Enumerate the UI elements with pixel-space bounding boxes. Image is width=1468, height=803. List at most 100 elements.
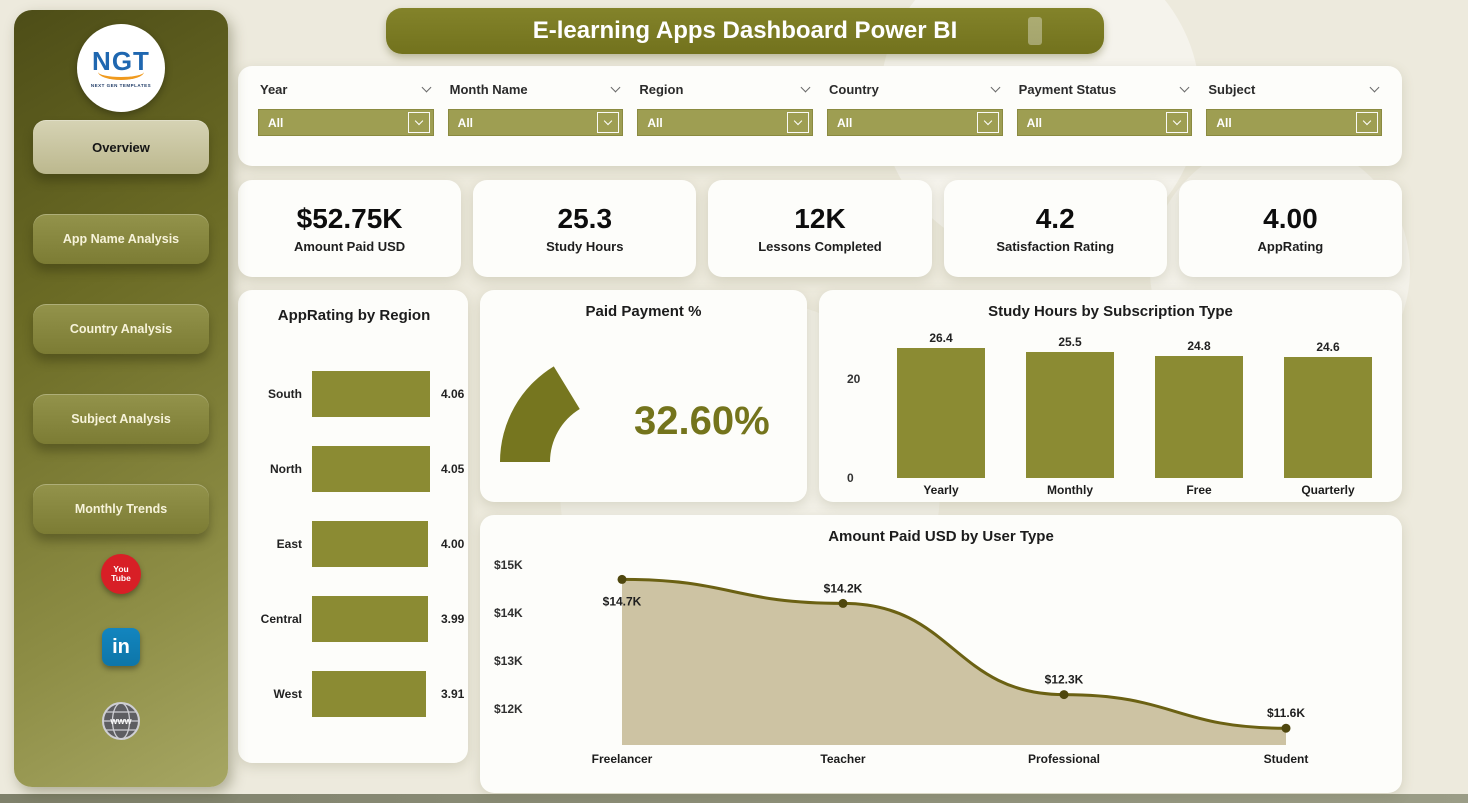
value-label: 3.91 [441, 686, 465, 701]
bar[interactable] [1284, 356, 1372, 478]
logo-subtext: NEXT GEN TEMPLATES [90, 83, 152, 88]
bar[interactable] [312, 370, 430, 417]
category-label: Monthly [1047, 483, 1093, 497]
filter-value: All [837, 115, 853, 130]
y-axis-tick: $14K [494, 606, 523, 620]
filter-label: Country [829, 82, 879, 97]
data-point[interactable] [1281, 723, 1291, 733]
bar-column: 26.4 [897, 331, 985, 478]
chevron-down-icon[interactable] [1179, 82, 1190, 93]
y-axis-tick: 20 [847, 372, 861, 387]
point-label: $14.2K [824, 581, 863, 595]
data-point[interactable] [838, 598, 848, 608]
banner-accent [1028, 17, 1042, 45]
gauge-arc[interactable] [500, 366, 580, 462]
filter-dropdown-payment-status[interactable]: All [1016, 109, 1193, 136]
youtube-text: Tube [111, 573, 131, 583]
filter-month-name: Month Name All [447, 82, 624, 152]
chevron-down-icon[interactable] [990, 82, 1001, 93]
kpi-study-hours: 25.3 Study Hours [473, 180, 697, 277]
filter-label: Year [260, 82, 288, 97]
bar-track [312, 370, 430, 417]
chart-study-hours-by-subscription: Study Hours by Subscription Type 26.4 25.… [819, 290, 1402, 502]
page-title: E-learning Apps Dashboard Power BI [532, 17, 958, 44]
kpi-app-rating: 4.00 AppRating [1178, 180, 1402, 277]
filter-payment-status: Payment Status All [1016, 82, 1193, 152]
value-label: 24.6 [1316, 339, 1340, 354]
bar[interactable] [312, 520, 429, 567]
y-axis-tick: 0 [847, 471, 854, 485]
youtube-text: You [113, 563, 129, 574]
filter-dropdown-month-name[interactable]: All [447, 109, 624, 136]
logo-swoosh-icon [98, 72, 144, 80]
kpi-row: $52.75K Amount Paid USD 25.3 Study Hours… [238, 180, 1402, 277]
chevron-down-icon[interactable] [610, 82, 621, 93]
filter-country: Country All [827, 82, 1003, 152]
gauge-value: 32.60% [634, 399, 770, 443]
ngt-logo: NGT NEXT GEN TEMPLATES [77, 24, 165, 112]
filter-label: Region [639, 82, 684, 97]
area-fill [622, 579, 1286, 745]
kpi-value: $52.75K [296, 203, 403, 234]
value-label: 3.99 [441, 611, 465, 626]
kpi-satisfaction-rating: 4.2 Satisfaction Rating [943, 180, 1167, 277]
chevron-down-icon[interactable] [800, 82, 811, 93]
bar[interactable] [1155, 355, 1243, 478]
filter-region: Region All [637, 82, 813, 152]
category-label: Freelancer [592, 752, 653, 766]
category-label: Free [1186, 483, 1212, 497]
charts-grid: AppRating by Region South 4.06 North 4.05 Ea… [238, 290, 1402, 793]
y-axis-tick: $12K [494, 702, 523, 716]
value-label: 24.8 [1187, 338, 1211, 353]
chevron-down-icon [787, 112, 809, 133]
filter-value: All [1026, 115, 1042, 130]
bar[interactable] [1026, 352, 1114, 478]
point-label: $11.6K [1267, 706, 1305, 720]
sidebar-item-overview[interactable]: Overview [33, 120, 209, 174]
bar-column: 25.5 [1026, 335, 1114, 478]
bar[interactable] [312, 595, 428, 642]
bar[interactable] [897, 347, 985, 478]
value-label: 4.00 [441, 536, 465, 551]
kpi-value: 12K [794, 203, 846, 234]
youtube-icon[interactable]: You Tube [101, 554, 141, 594]
nav-label: Overview [92, 139, 150, 155]
sidebar-item-country-analysis[interactable]: Country Analysis [33, 304, 209, 354]
sidebar: NGT NEXT GEN TEMPLATES Overview App Name… [14, 10, 228, 787]
bar-row: West 3.91 [250, 656, 464, 731]
bar[interactable] [312, 445, 430, 492]
kpi-value: 4.00 [1263, 203, 1318, 234]
filter-value: All [457, 115, 473, 130]
filter-dropdown-subject[interactable]: All [1206, 109, 1382, 136]
chevron-down-icon[interactable] [1369, 82, 1380, 93]
data-point[interactable] [617, 574, 627, 584]
category-label: Yearly [923, 483, 959, 497]
category-label: South [268, 386, 302, 401]
chart-title: Study Hours by Subscription Type [988, 303, 1233, 320]
point-label: $14.7K [603, 594, 642, 608]
filter-dropdown-year[interactable]: All [258, 109, 434, 136]
linkedin-icon[interactable]: in [102, 628, 140, 666]
value-label: 25.5 [1058, 335, 1082, 350]
chevron-down-icon[interactable] [421, 82, 432, 93]
bar-row: East 4.00 [250, 506, 464, 581]
nav-label: Subject Analysis [71, 412, 171, 426]
kpi-label: Satisfaction Rating [996, 239, 1115, 254]
sidebar-item-subject-analysis[interactable]: Subject Analysis [33, 394, 209, 444]
filter-dropdown-country[interactable]: All [827, 109, 1003, 136]
filter-year: Year All [258, 82, 434, 152]
bar[interactable] [312, 670, 426, 717]
bar-column: 24.6 [1284, 340, 1372, 478]
vbar-wrap: 26.4 25.5 24.8 24.6 0 20 Yearly Monthly Free Qua… [847, 330, 1372, 497]
filter-value: All [647, 115, 663, 130]
bar-row: North 4.05 [250, 431, 464, 506]
sidebar-item-monthly-trends[interactable]: Monthly Trends [33, 484, 209, 534]
chart-title: Paid Payment % [585, 303, 702, 320]
chart-title: Amount Paid USD by User Type [828, 528, 1054, 545]
data-point[interactable] [1059, 690, 1069, 700]
filter-dropdown-region[interactable]: All [637, 109, 813, 136]
value-label: 4.06 [441, 386, 465, 401]
globe-icon[interactable]: WWW [100, 700, 142, 747]
chart-apprating-by-region: AppRating by Region South 4.06 North 4.05 Ea… [238, 290, 468, 763]
sidebar-item-app-name-analysis[interactable]: App Name Analysis [33, 214, 209, 264]
